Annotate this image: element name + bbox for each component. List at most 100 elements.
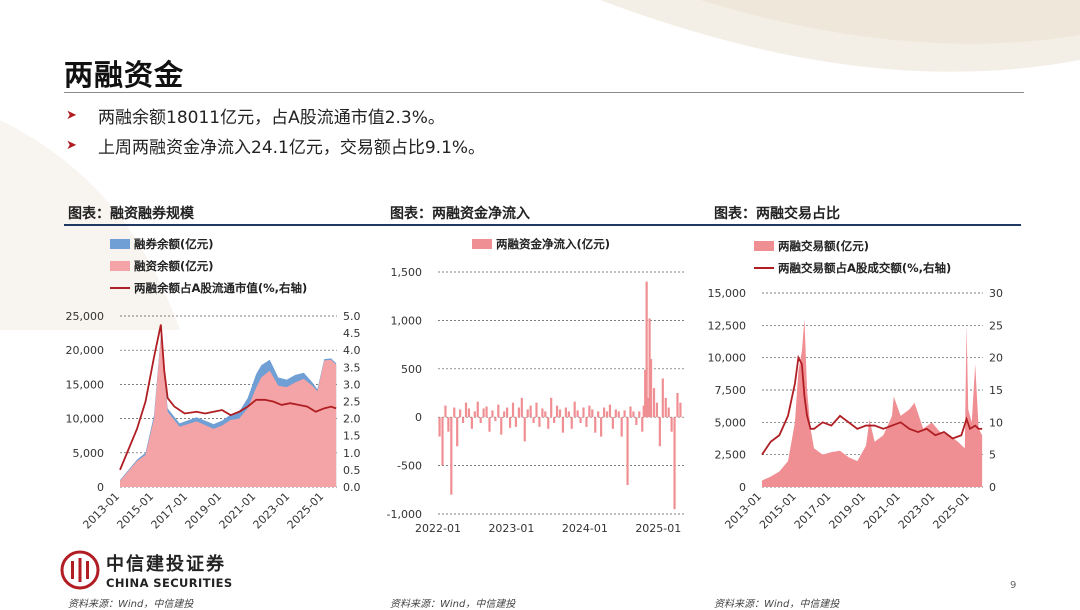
data-bar <box>517 407 520 418</box>
y-tick-label: 0 <box>415 411 422 424</box>
y-tick-label: 500 <box>401 363 422 376</box>
data-bar <box>588 405 591 418</box>
x-tick-label: 2019-01 <box>183 490 225 532</box>
brand-name-cn: 中信建投证券 <box>106 554 226 575</box>
y-tick-label: 20,000 <box>66 344 105 357</box>
x-tick-label: 2017-01 <box>149 490 191 532</box>
data-bar <box>482 408 485 418</box>
margin-balance-chart: 0 5,000 10,000 15,000 20,000 25,000 0.0 0.5 1.0 1… <box>66 237 361 532</box>
data-bar <box>652 388 656 418</box>
y-tick-label: 15,000 <box>66 378 105 391</box>
data-bar <box>647 397 650 418</box>
y2-tick-label: 15 <box>989 384 1003 397</box>
data-bar <box>500 417 503 435</box>
data-bar <box>564 407 567 418</box>
page-number: 9 <box>1010 580 1017 591</box>
data-bar <box>626 417 629 485</box>
chart2-title: 图表：两融资金净流入 <box>390 206 530 222</box>
data-bar <box>679 402 682 418</box>
y-tick-label: 5,000 <box>73 447 105 460</box>
data-bar <box>529 405 532 418</box>
data-bar <box>635 417 638 425</box>
y2-tick-label: 1.0 <box>343 447 361 460</box>
legend-swatch <box>754 241 774 251</box>
data-bar <box>558 409 562 418</box>
data-bar <box>676 393 679 418</box>
data-bar <box>456 417 459 447</box>
data-bar <box>547 417 550 429</box>
data-bar <box>664 397 667 418</box>
y-tick-label: 2,500 <box>715 449 747 462</box>
data-bar <box>594 417 597 433</box>
data-bar <box>673 417 676 510</box>
data-bar <box>467 408 471 418</box>
data-bar <box>450 417 453 495</box>
data-bar <box>576 410 579 418</box>
data-bar <box>541 408 544 418</box>
x-tick-label: 2025-01 <box>930 490 972 532</box>
y2-tick-label: 0.5 <box>343 464 361 477</box>
data-bar <box>629 406 632 418</box>
data-bar <box>608 404 612 418</box>
data-bar <box>473 411 476 418</box>
data-bar <box>667 407 670 418</box>
data-bar <box>600 417 603 437</box>
y2-tick-label: 2.0 <box>343 413 361 426</box>
y2-tick-label: 0 <box>989 481 996 494</box>
data-bar <box>641 417 644 432</box>
y-tick-label: 0 <box>97 481 104 494</box>
x-tick-label: 2013-01 <box>722 490 764 532</box>
data-bar <box>461 417 465 424</box>
page-title: 两融资金 <box>64 58 185 92</box>
y2-tick-label: 5.0 <box>343 310 361 323</box>
data-bar <box>611 417 614 429</box>
y-tick-label: 10,000 <box>708 352 747 365</box>
data-bar <box>438 417 441 437</box>
data-bar <box>670 417 673 432</box>
y2-tick-label: 3.0 <box>343 378 361 391</box>
data-bar <box>447 417 450 432</box>
x-tick-label: 2017-01 <box>792 490 834 532</box>
legend-swatch <box>110 239 130 249</box>
data-bar <box>550 397 553 418</box>
x-tick-label: 2023-01 <box>251 490 293 532</box>
y2-tick-label: 5 <box>989 449 996 462</box>
data-bar <box>485 406 488 418</box>
x-tick-label: 2023-01 <box>488 522 534 535</box>
data-bar <box>597 411 600 418</box>
y2-tick-label: 25 <box>989 319 1003 332</box>
net-inflow-chart: -1,000 -500 0 500 1,000 1,500 2022-01 2023-01 20… <box>387 237 684 535</box>
x-tick-label: 2022-01 <box>415 522 461 535</box>
data-bar <box>567 411 570 418</box>
y-tick-label: 15,000 <box>708 287 747 300</box>
bullet-item: ➤ 上周两融资金净流入24.1亿元，交易额占比9.1%。 <box>66 130 485 160</box>
legend-label: 两融交易额占A股成交额(%,右轴) <box>778 261 951 275</box>
y-tick-label: 10,000 <box>66 413 105 426</box>
data-bar <box>638 411 641 418</box>
brand-logo: 中信建投证券 CHINA SECURITIES <box>60 550 233 590</box>
y2-tick-label: 4.5 <box>343 327 361 340</box>
data-bar <box>645 281 648 418</box>
y2-tick-label: 30 <box>989 287 1003 300</box>
data-bar <box>591 409 594 418</box>
data-bar <box>476 401 479 418</box>
trading-share-chart: 0 2,500 5,000 7,500 10,000 12,500 15,000 0 5 10 15… <box>708 239 1004 532</box>
y-tick-label: 7,500 <box>715 384 747 397</box>
data-bar <box>479 417 482 424</box>
y2-tick-label: 1.5 <box>343 430 361 443</box>
x-tick-label: 2015-01 <box>757 490 799 532</box>
area-series-1 <box>120 336 337 487</box>
brand-name-en: CHINA SECURITIES <box>106 576 233 590</box>
data-bar <box>661 378 664 418</box>
data-bar <box>508 417 512 428</box>
data-bar <box>488 417 491 432</box>
data-bar <box>441 417 444 466</box>
data-bar <box>544 411 547 418</box>
y2-tick-label: 2.5 <box>343 396 361 409</box>
legend-swatch <box>472 239 492 249</box>
data-bar <box>497 404 500 418</box>
data-bar <box>526 409 529 418</box>
panel-divider <box>64 224 1021 226</box>
data-bar <box>573 401 576 418</box>
data-bar <box>514 417 518 427</box>
